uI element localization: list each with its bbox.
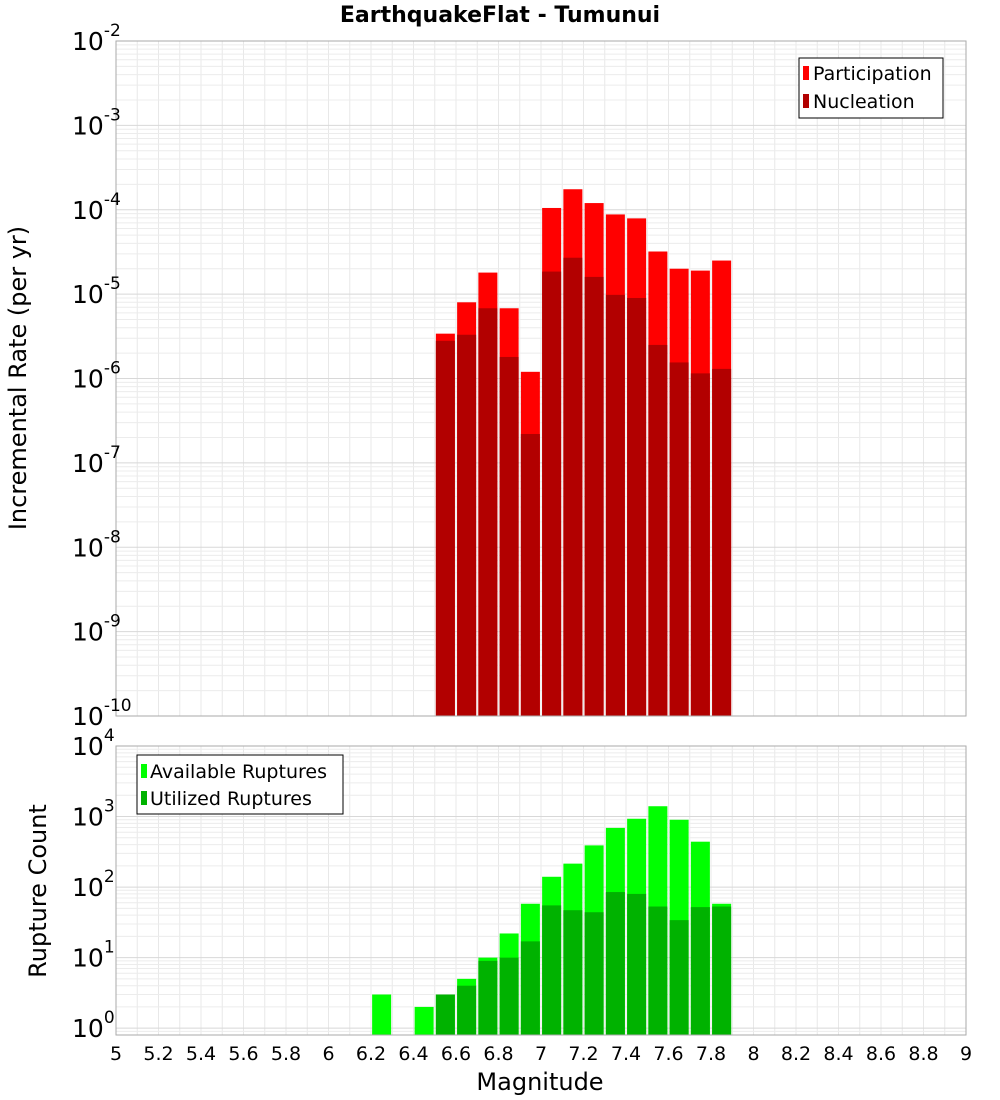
nucleation-bar [584, 276, 604, 716]
legend-swatch-participation [803, 66, 809, 80]
nucleation-bar [605, 294, 625, 716]
nucleation-bar [648, 344, 668, 716]
top-plot-border [115, 40, 967, 717]
x-tick-label: 6 [322, 1043, 334, 1065]
utilized-ruptures-bar [520, 941, 540, 1035]
x-tick-label: 7.4 [611, 1043, 641, 1065]
nucleation-bar [520, 433, 540, 716]
nucleation-bar [457, 334, 477, 716]
x-tick-label: 9 [960, 1043, 972, 1065]
nucleation-bar [669, 362, 689, 716]
top-tick-label: 10-6 [72, 359, 121, 394]
chart-title: EarthquakeFlat - Tumunui [340, 3, 660, 28]
utilized-ruptures-bar [627, 893, 647, 1035]
x-tick-label: 6.6 [441, 1043, 471, 1065]
bottom-legend-box [136, 754, 344, 815]
utilized-ruptures-bar [669, 920, 689, 1035]
x-tick-label: 7.8 [696, 1043, 726, 1065]
bottom-tick-label: 100 [72, 1008, 115, 1043]
bottom-bars [372, 806, 732, 1035]
top-tick-label: 10-5 [72, 274, 121, 309]
x-tick-label: 5.4 [186, 1043, 216, 1065]
utilized-ruptures-bar [499, 957, 519, 1035]
legend-label-utilized: Utilized Ruptures [150, 788, 312, 810]
legend-label-nucleation: Nucleation [813, 91, 915, 113]
nucleation-bar [478, 308, 498, 716]
top-panel: 10-2 10-3 10-4 10-5 10-6 10-7 10-8 10-9 10-10 In… [4, 21, 967, 731]
x-tick-label: 5 [110, 1043, 122, 1065]
x-tick-label: 6.8 [483, 1043, 513, 1065]
top-tick-label: 10-8 [72, 527, 121, 562]
top-tick-label: 10-4 [72, 190, 121, 225]
top-tick-label: 10-9 [72, 612, 121, 647]
nucleation-bar [627, 297, 647, 716]
bottom-tick-label: 102 [72, 867, 115, 902]
x-tick-label: 6.4 [398, 1043, 428, 1065]
legend-swatch-available [141, 764, 147, 778]
x-tick-label: 5.6 [228, 1043, 258, 1065]
x-axis-label: Magnitude [476, 1068, 603, 1096]
bottom-y-ticks: 104 103 102 101 100 [72, 726, 115, 1043]
x-tick-label: 6.2 [356, 1043, 386, 1065]
x-tick-label: 5.2 [143, 1043, 173, 1065]
bottom-legend: Available Ruptures Utilized Ruptures [136, 754, 344, 815]
top-bars [435, 189, 732, 717]
available-ruptures-bar [414, 1006, 434, 1035]
nucleation-bar [712, 368, 732, 716]
x-tick-label: 5.8 [271, 1043, 301, 1065]
bottom-tick-label: 103 [72, 797, 115, 832]
utilized-ruptures-bar [690, 907, 710, 1035]
nucleation-bar [690, 373, 710, 716]
legend-swatch-utilized [141, 791, 147, 805]
x-tick-label: 8 [747, 1043, 759, 1065]
top-tick-label: 10-2 [72, 21, 121, 56]
utilized-ruptures-bar [712, 906, 732, 1035]
utilized-ruptures-bar [478, 960, 498, 1035]
utilized-ruptures-bar [584, 912, 604, 1035]
utilized-ruptures-bar [648, 906, 668, 1035]
top-y-ticks: 10-2 10-3 10-4 10-5 10-6 10-7 10-8 10-9 10-10 [72, 21, 132, 731]
x-tick-label: 8.4 [823, 1043, 853, 1065]
bottom-plot-border [115, 745, 967, 1036]
available-ruptures-bar [372, 994, 392, 1035]
nucleation-bar [435, 340, 455, 716]
legend-label-available: Available Ruptures [150, 761, 327, 783]
utilized-ruptures-bar [605, 892, 625, 1035]
x-tick-label: 8.6 [866, 1043, 896, 1065]
x-tick-label: 8.8 [908, 1043, 938, 1065]
x-tick-label: 7.6 [653, 1043, 683, 1065]
x-tick-label: 7.2 [568, 1043, 598, 1065]
bottom-tick-label: 101 [72, 938, 115, 973]
top-tick-label: 10-3 [72, 105, 121, 140]
nucleation-bar [542, 271, 562, 716]
bottom-y-axis-label: Rupture Count [24, 804, 52, 978]
legend-swatch-nucleation [803, 94, 809, 108]
x-ticks: 5 5.2 5.4 5.6 5.8 6 6.2 6.4 6.6 6.8 7 7.2 7.4 7.6 7.8 8… [110, 1043, 972, 1065]
utilized-ruptures-bar [457, 985, 477, 1035]
top-legend-box [798, 57, 944, 119]
utilized-ruptures-bar [542, 905, 562, 1035]
x-tick-label: 7 [535, 1043, 547, 1065]
top-grid [115, 41, 967, 717]
utilized-ruptures-bar [435, 994, 455, 1035]
utilized-ruptures-bar [563, 910, 583, 1035]
top-tick-label: 10-7 [72, 443, 121, 478]
x-tick-label: 8.2 [781, 1043, 811, 1065]
bottom-panel: 104 103 102 101 100 Rupture Count Available … [24, 726, 972, 1096]
top-y-axis-label: Incremental Rate (per yr) [4, 226, 32, 530]
bottom-tick-label: 104 [72, 726, 115, 761]
legend-label-participation: Participation [813, 63, 932, 85]
nucleation-bar [563, 257, 583, 716]
nucleation-bar [499, 356, 519, 716]
top-tick-label: 10-10 [72, 696, 132, 731]
top-legend: Participation Nucleation [798, 57, 944, 119]
